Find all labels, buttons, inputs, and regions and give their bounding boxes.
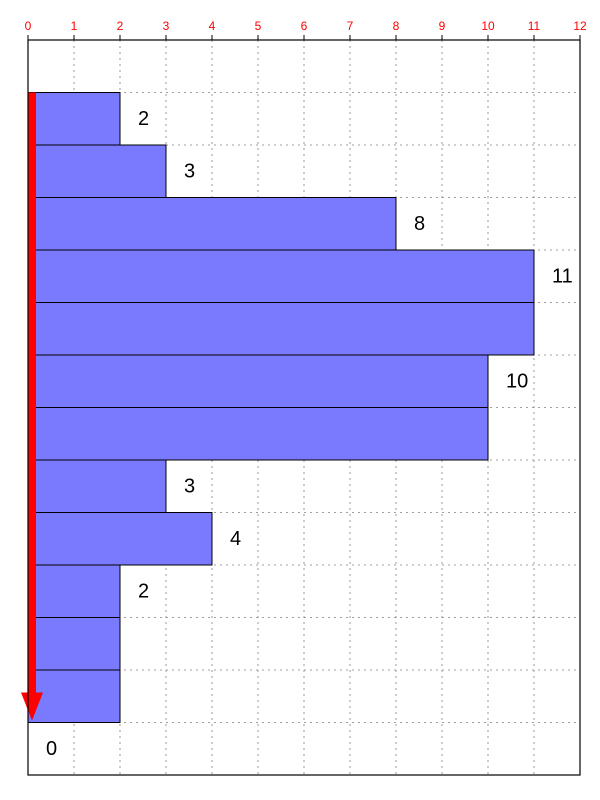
x-tick-label: 3 bbox=[163, 19, 170, 33]
bar-value-label: 8 bbox=[414, 213, 425, 235]
bar bbox=[28, 670, 120, 723]
bar-value-label: 2 bbox=[138, 108, 149, 130]
bar bbox=[28, 513, 212, 566]
bar bbox=[28, 93, 120, 146]
x-tick-label: 10 bbox=[481, 19, 495, 33]
x-tick-label: 8 bbox=[393, 19, 400, 33]
bar bbox=[28, 355, 488, 408]
bar-value-label: 3 bbox=[184, 161, 195, 183]
x-tick-label: 7 bbox=[347, 19, 354, 33]
x-tick-label: 12 bbox=[573, 19, 587, 33]
bar bbox=[28, 145, 166, 198]
bar-value-label: 3 bbox=[184, 476, 195, 498]
x-tick-label: 4 bbox=[209, 19, 216, 33]
chart-container: 238111034200123456789101112 bbox=[0, 0, 600, 800]
bar bbox=[28, 460, 166, 513]
bar bbox=[28, 618, 120, 671]
x-tick-label: 11 bbox=[528, 19, 541, 33]
bar bbox=[28, 408, 488, 461]
x-tick-label: 9 bbox=[439, 19, 446, 33]
bar bbox=[28, 198, 396, 251]
x-tick-label: 5 bbox=[255, 19, 262, 33]
x-tick-label: 1 bbox=[71, 19, 78, 33]
bar-value-label: 10 bbox=[506, 371, 528, 393]
bar-value-label: 2 bbox=[138, 581, 149, 603]
bar-value-label: 4 bbox=[230, 528, 241, 550]
bar bbox=[28, 303, 534, 356]
bar bbox=[28, 565, 120, 618]
x-tick-label: 2 bbox=[117, 19, 124, 33]
x-tick-label: 6 bbox=[301, 19, 308, 33]
bar-value-label: 0 bbox=[46, 738, 57, 760]
bar bbox=[28, 250, 534, 303]
x-tick-label: 0 bbox=[25, 19, 32, 33]
chart-svg: 238111034200123456789101112 bbox=[0, 0, 600, 800]
bar-value-label: 11 bbox=[552, 266, 573, 288]
